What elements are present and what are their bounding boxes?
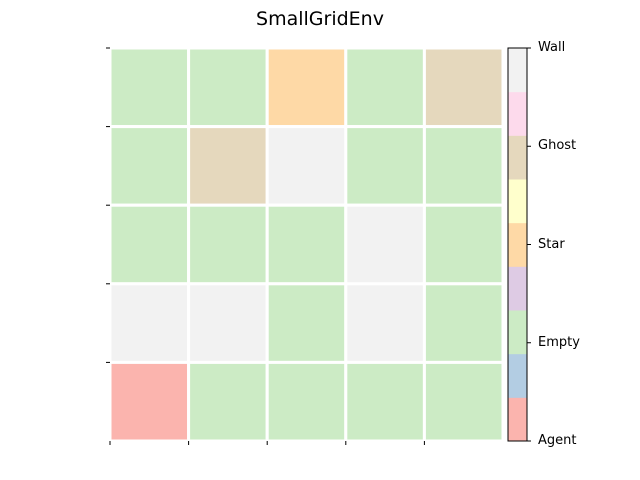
grid-cell-empty bbox=[344, 46, 426, 129]
grid-cell-empty bbox=[108, 203, 191, 286]
colorbar-segment bbox=[508, 179, 527, 224]
colorbar-segment bbox=[508, 310, 527, 355]
grid-cell-empty bbox=[187, 46, 269, 129]
grid-cell-empty bbox=[344, 125, 426, 207]
colorbar-label-ghost: Ghost bbox=[538, 138, 577, 154]
colorbar-segment bbox=[508, 266, 527, 311]
colorbar-segment bbox=[508, 222, 527, 267]
grid-cell-ghost bbox=[422, 46, 505, 129]
grid-cell-wall bbox=[108, 282, 191, 364]
grid-cell-wall bbox=[187, 282, 269, 364]
grid-cell-wall bbox=[344, 203, 426, 286]
grid-cell-empty bbox=[344, 360, 426, 443]
colorbar-label-empty: Empty bbox=[538, 334, 580, 350]
grid-cell-empty bbox=[265, 282, 348, 364]
grid-cell-empty bbox=[422, 282, 505, 364]
grid-cells bbox=[108, 46, 505, 443]
colorbar-segment bbox=[508, 397, 527, 442]
axis-ticks bbox=[106, 47, 425, 445]
grid-cell-ghost bbox=[187, 125, 269, 207]
colorbar bbox=[507, 47, 531, 442]
grid-cell-empty bbox=[422, 360, 505, 443]
grid-cell-star bbox=[265, 46, 348, 129]
colorbar-label-star: Star bbox=[538, 236, 565, 252]
colorbar-segment bbox=[508, 135, 527, 180]
colorbar-label-agent: Agent bbox=[538, 433, 577, 448]
colorbar-segment bbox=[508, 48, 527, 93]
colorbar-segment bbox=[508, 353, 527, 398]
grid-cell-empty bbox=[422, 125, 505, 207]
grid-cell-wall bbox=[344, 282, 426, 364]
grid-cell-empty bbox=[108, 46, 191, 129]
grid-cell-empty bbox=[265, 360, 348, 443]
grid-cell-wall bbox=[265, 125, 348, 207]
grid-cell-empty bbox=[187, 203, 269, 286]
colorbar-segment bbox=[508, 91, 527, 136]
grid-cell-agent bbox=[108, 360, 191, 443]
grid-cell-empty bbox=[422, 203, 505, 286]
colorbar-label-wall: Wall bbox=[538, 40, 566, 55]
grid-cell-empty bbox=[265, 203, 348, 286]
grid-cell-empty bbox=[108, 125, 191, 207]
env-title: SmallGridEnv bbox=[256, 8, 384, 30]
grid-cell-empty bbox=[187, 360, 269, 443]
